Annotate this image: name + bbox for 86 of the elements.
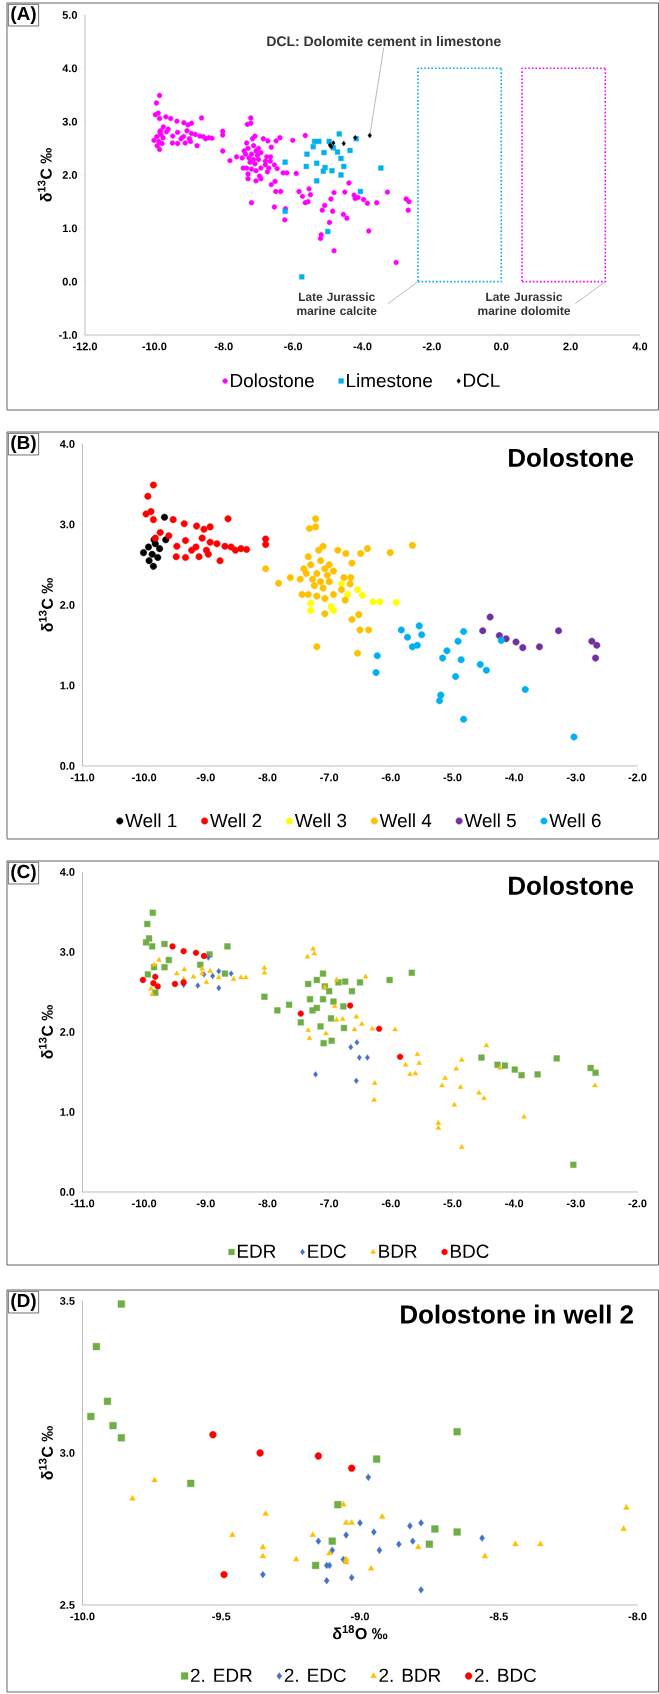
text: (C)	[11, 864, 36, 882]
x-tick-label: -4.0	[505, 773, 524, 782]
y-tick-label: 3.0	[59, 948, 75, 956]
x-tick-label: 2.0	[563, 342, 578, 351]
y-tick-label: 3.5	[59, 1297, 75, 1305]
x-tick-label: -3.0	[566, 1199, 585, 1208]
x-tick-label: -10.0	[142, 342, 167, 351]
x-tick-label: -9.0	[196, 773, 215, 782]
y-tick-label: 2.0	[60, 601, 75, 609]
x-tick-label: -2.0	[422, 342, 441, 351]
legend-label: EDR	[237, 1244, 276, 1258]
legend-label: Well 6	[549, 813, 601, 828]
x-tick-label: -12.0	[72, 342, 98, 351]
legend-label: BDR	[379, 1244, 417, 1258]
y-tick-label: 1.0	[60, 1108, 75, 1116]
legend-label: Well 2	[210, 813, 262, 828]
text: (A)	[11, 6, 36, 24]
x-tick-label: -3.0	[566, 773, 585, 782]
y-axis-title: δ$^{13}$C ‰	[38, 578, 53, 632]
legend-label: 2. BDC	[474, 1668, 537, 1683]
annotation: Late Jurassic marine calcite	[297, 292, 377, 315]
x-tick-label: 0.0	[494, 342, 509, 351]
x-tick-label: -7.0	[320, 1199, 339, 1208]
x-tick-label: -8.0	[258, 1199, 277, 1208]
chart-title: Dolostone in well 2	[401, 1304, 633, 1324]
y-tick-label: 4.0	[59, 440, 75, 448]
y-tick-label: 0.0	[60, 762, 75, 770]
text: (B)	[11, 435, 36, 453]
legend-label: Limestone	[347, 373, 432, 388]
x-tick-label: -4.0	[353, 342, 372, 351]
y-tick-label: -1.0	[59, 331, 78, 339]
legend-label: 2. EDR	[190, 1668, 252, 1682]
x-tick-label: -4.0	[505, 1199, 524, 1208]
x-tick-label: -8.5	[489, 1612, 508, 1621]
x-tick-label: -9.0	[350, 1612, 369, 1621]
x-tick-label: -10.0	[70, 1612, 95, 1621]
x-tick-label: -5.0	[443, 773, 462, 782]
x-tick-label: -9.0	[196, 1199, 215, 1208]
x-tick-label: -6.0	[284, 342, 303, 351]
x-tick-label: -6.0	[381, 773, 400, 782]
legend-label: Well 5	[464, 813, 516, 828]
y-tick-label: 2.0	[62, 171, 78, 179]
y-axis-title: δ$^{13}$C ‰	[38, 1426, 53, 1480]
x-tick-label: -11.0	[70, 1199, 95, 1208]
y-axis-title: δ$^{13}$C ‰	[37, 148, 52, 202]
y-tick-label: 0.0	[62, 277, 78, 286]
x-tick-label: -8.0	[214, 342, 233, 351]
y-tick-label: 2.5	[60, 1601, 75, 1609]
annotation: Late Jurassic marine dolomite	[478, 292, 571, 315]
x-tick-label: -9.5	[212, 1612, 231, 1621]
y-tick-label: 3.0	[59, 520, 75, 529]
x-tick-label: -6.0	[381, 1199, 400, 1208]
legend-label: DCL	[463, 373, 500, 388]
x-tick-label: -2.0	[628, 773, 647, 782]
y-axis-title: δ$^{13}$C ‰	[38, 1005, 53, 1059]
y-tick-label: 5.0	[62, 11, 78, 19]
x-tick-label: -10.0	[132, 773, 157, 782]
text: (D)	[11, 1293, 36, 1311]
y-tick-label: 1.0	[60, 681, 75, 690]
x-tick-label: -7.0	[320, 773, 339, 782]
legend-label: 2. EDC	[284, 1668, 346, 1683]
x-tick-label: -10.0	[132, 1199, 157, 1208]
legend-label: Well 4	[379, 813, 432, 828]
x-tick-label: -2.0	[628, 1199, 647, 1208]
legend-label: BDC	[450, 1244, 489, 1259]
y-tick-label: 2.0	[60, 1028, 75, 1036]
x-tick-label: -11.0	[70, 773, 95, 782]
y-tick-label: 1.0	[62, 224, 78, 233]
x-tick-label: -8.0	[628, 1612, 647, 1621]
y-tick-label: 3.0	[62, 117, 78, 126]
x-tick-label: -8.0	[258, 773, 277, 782]
x-axis-title: δ$^{18}$O ‰	[333, 1625, 388, 1640]
legend-label: Dolostone	[231, 373, 314, 388]
legend-label: 2. BDR	[379, 1668, 441, 1682]
chart-title: Dolostone	[509, 447, 634, 467]
annotation: DCL: Dolomite cement in limestone	[267, 35, 501, 47]
x-tick-label: 4.0	[632, 342, 648, 351]
y-tick-label: 4.0	[59, 868, 75, 876]
legend-label: Well 3	[294, 813, 347, 828]
y-tick-label: 3.0	[59, 1449, 75, 1457]
legend-label: EDC	[308, 1244, 346, 1259]
x-tick-label: -5.0	[443, 1199, 462, 1208]
chart-title: Dolostone	[509, 875, 634, 895]
y-tick-label: 0.0	[60, 1188, 75, 1196]
y-tick-label: 4.0	[62, 64, 78, 73]
legend-label: Well 1	[125, 813, 177, 828]
